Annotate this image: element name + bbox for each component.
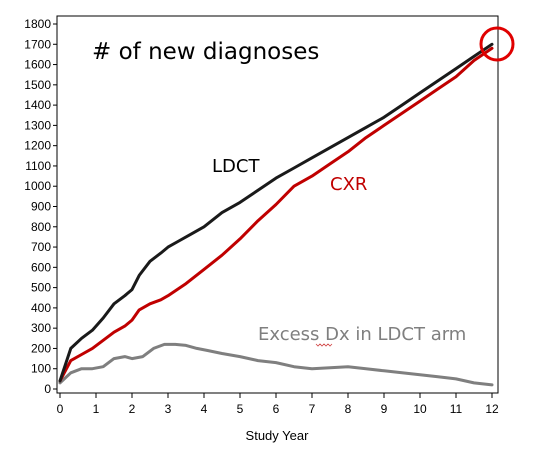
highlight-circle [479, 26, 515, 62]
y-tick-label: 600 [31, 260, 51, 274]
plot-frame [56, 15, 499, 394]
y-tick-label: 1600 [24, 58, 51, 72]
y-tick-label: 1700 [24, 37, 51, 51]
y-axis-ticks: 0 100 200 300 400 500 600 700 800 900 1000 1100 1200… [24, 17, 57, 396]
y-tick-label: 1500 [24, 78, 51, 92]
y-tick-label: 1400 [24, 98, 51, 112]
x-tick-label: 9 [381, 402, 388, 416]
x-tick-label: 1 [93, 402, 100, 416]
y-tick-label: 700 [31, 240, 51, 254]
y-tick-label: 1300 [24, 118, 51, 132]
series-line-ldct [58, 42, 494, 383]
x-tick-label: 2 [129, 402, 136, 416]
x-tick-label: 10 [413, 402, 427, 416]
y-tick-label: 800 [31, 220, 51, 234]
y-tick-label: 1800 [24, 17, 51, 31]
spellcheck-underline [315, 343, 333, 347]
excess-label: Excess Dx in LDCT arm [258, 324, 466, 345]
x-tick-label: 8 [345, 402, 352, 416]
y-tick-label: 1200 [24, 139, 51, 153]
series-line-cxr [58, 46, 494, 383]
x-tick-label: 4 [201, 402, 208, 416]
x-tick-label: 7 [309, 402, 316, 416]
y-tick-label: 100 [31, 362, 51, 376]
x-axis-title: Study Year [246, 428, 310, 443]
y-tick-label: 900 [31, 200, 51, 214]
y-tick-label: 1100 [25, 159, 51, 173]
x-tick-label: 3 [165, 402, 172, 416]
y-tick-label: 500 [31, 281, 51, 295]
y-tick-label: 300 [31, 321, 51, 335]
cxr-label: CXR [330, 174, 367, 195]
x-tick-label: 0 [57, 402, 64, 416]
y-tick-label: 1000 [24, 179, 51, 193]
x-tick-label: 11 [450, 402, 463, 416]
x-tick-label: 6 [273, 402, 280, 416]
x-axis-ticks: 0 1 2 3 4 5 6 7 8 9 10 11 12 [57, 393, 499, 416]
chart-title: # of new diagnoses [92, 39, 319, 65]
y-tick-label: 200 [31, 341, 51, 355]
y-tick-label: 400 [31, 301, 51, 315]
x-tick-label: 12 [485, 402, 499, 416]
ldct-label: LDCT [212, 156, 260, 177]
series-line-excess-dx-in-ldct-arm [58, 342, 494, 387]
series-lines [58, 42, 494, 387]
x-tick-label: 5 [237, 402, 244, 416]
y-tick-label: 0 [44, 382, 51, 396]
